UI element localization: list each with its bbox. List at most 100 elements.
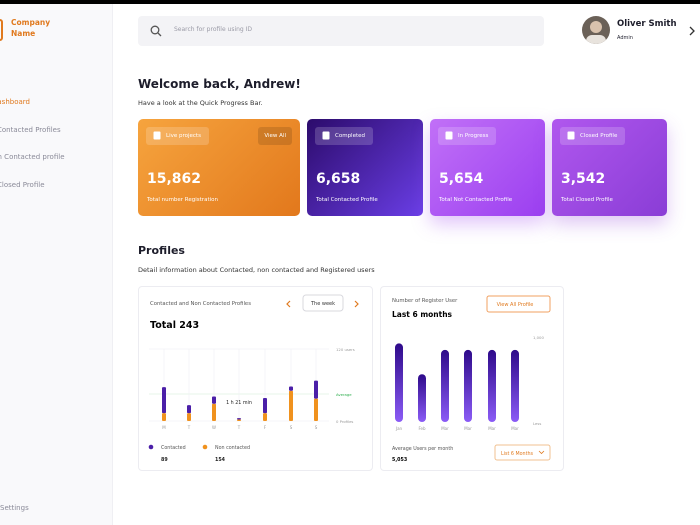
x-tick-label: S <box>290 425 293 430</box>
y-label: 1,000 <box>533 335 544 340</box>
chart: Number of Register User View All Profile L… <box>392 295 551 463</box>
x-tick-label: Mar <box>464 426 472 431</box>
search-icon <box>150 25 162 37</box>
button-label[interactable]: The week <box>310 301 335 307</box>
y-label: 120 users <box>336 347 355 352</box>
section-subtitle: Detail information about Contacted, non … <box>138 266 375 274</box>
card-value: 15,862 <box>147 171 202 187</box>
bar <box>418 374 426 422</box>
x-tick-label: F <box>264 425 267 430</box>
nav-settings[interactable]: Settings <box>0 504 29 512</box>
nav-item[interactable]: Contacted Profiles <box>0 126 61 134</box>
bar-segment <box>212 403 216 421</box>
button-label[interactable]: View All Profile <box>497 302 534 308</box>
card-button[interactable]: View All <box>258 127 292 145</box>
bar <box>395 343 403 422</box>
legend-dot <box>148 444 154 450</box>
y-label: 0 Profiles <box>336 419 353 424</box>
bar-segment <box>237 418 241 420</box>
stat-card: Closed Profile 3,542 Total Closed Profile <box>552 119 667 216</box>
window-frame <box>0 0 700 4</box>
bar-segment <box>187 413 191 421</box>
card-icon <box>445 131 453 140</box>
stat-card: Completed 6,658 Total Contacted Profile <box>307 119 423 216</box>
x-tick-label: M <box>162 425 166 430</box>
logo <box>0 19 3 41</box>
legend-value: 89 <box>161 457 168 463</box>
view-all-button[interactable] <box>486 295 551 313</box>
bar-segment <box>263 397 267 414</box>
x-tick-label: T <box>187 425 191 430</box>
dropdown-label[interactable]: List 6 Months <box>501 451 534 457</box>
prev-button[interactable] <box>286 300 291 308</box>
card-caption: Total number Registration <box>147 197 218 203</box>
nav-item[interactable]: Non Contacted profile <box>0 153 65 161</box>
stat-card: In Progress 5,654 Total Not Contacted Prof… <box>430 119 545 216</box>
y-label: Average <box>336 392 352 397</box>
legend-value: 154 <box>215 457 226 463</box>
legend-label: Non contacted <box>215 445 250 451</box>
bar <box>441 349 449 422</box>
bar <box>488 349 496 422</box>
x-tick-label: Mar <box>488 426 496 431</box>
bar-segment <box>162 387 166 414</box>
bar-segment <box>314 398 318 421</box>
x-tick-label: Mar <box>441 426 449 431</box>
x-tick-label: Mar <box>511 426 519 431</box>
card-value: 3,542 <box>561 171 606 187</box>
x-tick-label: Jan <box>395 426 403 431</box>
card-icon <box>567 131 575 140</box>
card-label: In Progress <box>438 127 497 145</box>
card-label: Live projects <box>146 127 209 145</box>
x-tick-label: Feb <box>418 426 426 431</box>
week-button[interactable] <box>302 294 344 312</box>
bar-segment <box>314 380 318 399</box>
card-value: 6,658 <box>316 171 361 187</box>
search-bar[interactable]: Search for profile using ID <box>138 16 544 46</box>
dropdown-chevron <box>538 450 545 455</box>
bar-segment <box>187 405 191 414</box>
dropdown[interactable] <box>494 444 551 461</box>
card-caption: Total Contacted Profile <box>316 197 378 203</box>
card-caption: Total Not Contacted Profile <box>439 197 513 203</box>
nav-item[interactable]: Closed Profile <box>0 181 45 189</box>
avatar[interactable] <box>582 16 610 44</box>
tooltip: 1 h 21 min <box>226 400 252 406</box>
bar-segment <box>263 413 267 421</box>
x-tick-label: T <box>237 425 241 430</box>
company-name: Company Name <box>11 18 51 38</box>
footer-label: Average Users per month <box>392 446 453 452</box>
user-role: Admin <box>617 35 633 41</box>
x-tick-label: W <box>212 425 216 430</box>
legend-label: Contacted <box>161 445 186 451</box>
next-button[interactable] <box>354 300 359 308</box>
chart-total: Total 243 <box>150 320 199 331</box>
y-label: Less <box>533 421 541 426</box>
bar-segment <box>289 386 293 391</box>
card-icon <box>322 131 330 140</box>
chart-subtitle: Last 6 months <box>392 310 453 319</box>
bar <box>464 349 472 422</box>
bar-segment <box>212 396 216 404</box>
user-name: Oliver Smith <box>617 19 677 29</box>
footer-value: 5,053 <box>392 457 407 463</box>
nav-item[interactable]: Dashboard <box>0 98 30 106</box>
chart-title: Number of Register User <box>392 298 458 304</box>
x-tick-label: S <box>315 425 318 430</box>
legend-dot <box>202 444 208 450</box>
card-icon <box>153 131 161 140</box>
bar <box>511 349 519 422</box>
chart-title: Contacted and Non Contacted Profiles <box>150 301 251 307</box>
chart: Contacted and Non Contacted Profiles The … <box>148 294 359 463</box>
bar-segment <box>237 419 241 421</box>
welcome-title: Welcome back, Andrew! <box>138 77 301 91</box>
bar-segment <box>162 413 166 421</box>
card-value: 5,654 <box>439 171 484 187</box>
card-label: Completed <box>315 127 373 145</box>
card-label: Closed Profile <box>560 127 626 145</box>
user-menu-chevron[interactable] <box>688 26 696 36</box>
chart-panel: Number of Register User View All Profile L… <box>380 286 564 471</box>
card-caption: Total Closed Profile <box>561 197 613 203</box>
chart-panel: Contacted and Non Contacted Profiles The … <box>138 286 373 471</box>
